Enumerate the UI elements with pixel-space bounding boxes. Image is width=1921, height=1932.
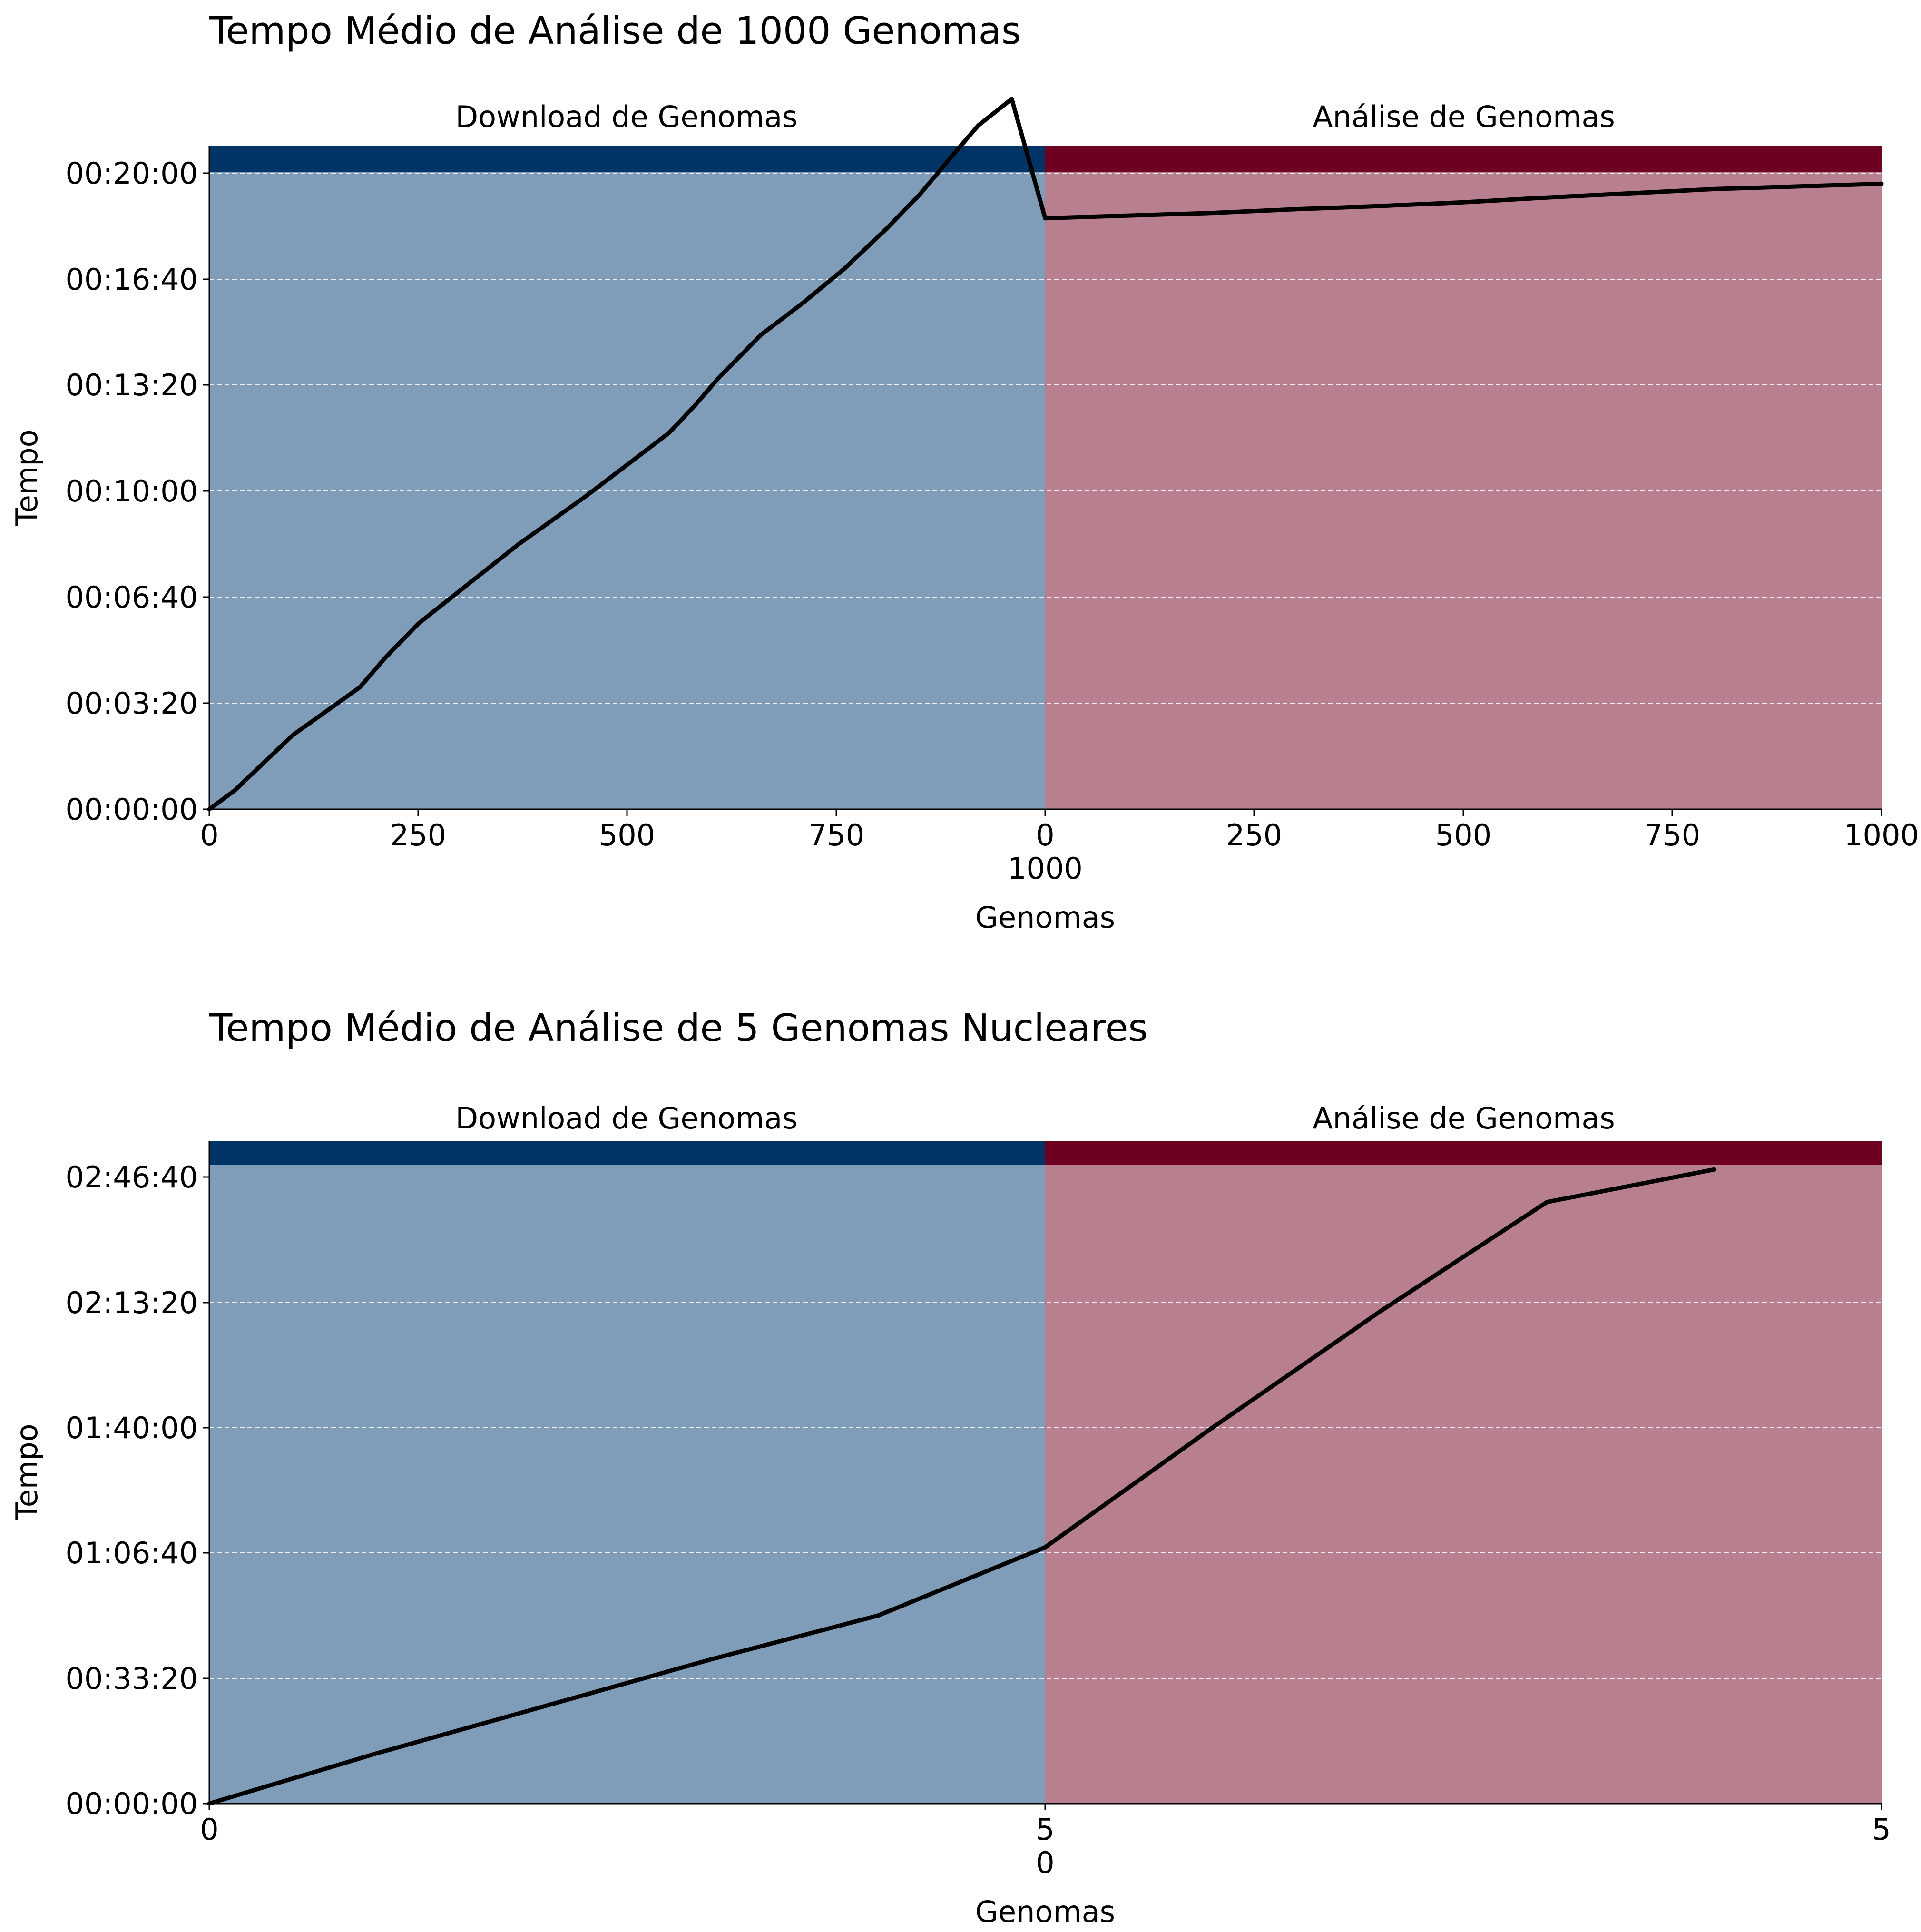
chart-5-genomas-nucleares: Tempo Médio de Análise de 5 Genomas Nucl… xyxy=(10,1006,1891,1929)
x-tick-label: 250 xyxy=(390,818,446,853)
download-band xyxy=(209,1141,1045,1165)
analysis-band xyxy=(1045,1141,1882,1165)
download-band xyxy=(209,146,1045,172)
analysis-region xyxy=(1045,1165,1882,1804)
x-axis-label: Genomas xyxy=(975,900,1115,935)
chart-1000-genomas: Tempo Médio de Análise de 1000 Genomas D… xyxy=(10,9,1919,935)
analysis-band xyxy=(1045,146,1882,172)
x-tick-label: 250 xyxy=(1226,818,1282,853)
x-tick-label: 5 xyxy=(1036,1812,1054,1847)
series-line-download xyxy=(207,1545,1048,1806)
x-tick-label: 750 xyxy=(1644,818,1700,853)
y-tick-label: 02:46:40 xyxy=(66,1160,198,1195)
y-tick-label: 00:00:00 xyxy=(66,792,198,827)
series-lines xyxy=(207,1167,1716,1806)
phase-label-download: Download de Genomas xyxy=(455,1101,797,1136)
y-tick-label: 00:03:20 xyxy=(66,686,198,721)
series-line-analysis xyxy=(1043,1167,1716,1550)
chart-title: Tempo Médio de Análise de 1000 Genomas xyxy=(209,9,1021,53)
download-region xyxy=(209,1165,1045,1804)
y-gridlines xyxy=(209,1177,1882,1679)
x-tick-label: 0 xyxy=(200,1812,218,1847)
x-tick-label: 0 xyxy=(1036,818,1054,853)
x-ticks: 0 250 500 750 0 250 500 750 1000 xyxy=(200,809,1919,853)
y-tick-label: 00:00:00 xyxy=(66,1786,198,1821)
x-tick-label: 750 xyxy=(808,818,864,853)
x-boundary-label: 1000 xyxy=(1008,851,1083,886)
y-axis-label: Tempo xyxy=(10,429,44,526)
x-ticks: 0 5 5 xyxy=(200,1804,1891,1847)
chart-title: Tempo Médio de Análise de 5 Genomas Nucl… xyxy=(209,1006,1148,1050)
y-tick-label: 00:06:40 xyxy=(66,580,198,615)
y-tick-label: 00:13:20 xyxy=(66,368,198,402)
y-tick-label: 01:40:00 xyxy=(66,1411,198,1445)
x-tick-label: 500 xyxy=(599,818,655,853)
series-line-download xyxy=(207,97,1048,812)
phase-label-analysis: Análise de Genomas xyxy=(1313,99,1615,134)
x-tick-label: 5 xyxy=(1872,1812,1891,1847)
y-tick-label: 00:33:20 xyxy=(66,1661,198,1696)
x-axis-label: Genomas xyxy=(975,1894,1115,1929)
series-line-analysis xyxy=(1043,181,1884,221)
y-ticks: 00:00:00 00:03:20 00:06:40 00:10:00 00:13:20… xyxy=(66,156,209,827)
y-gridlines xyxy=(209,173,1882,704)
y-axis-label: Tempo xyxy=(10,1423,44,1520)
series-lines xyxy=(207,97,1884,812)
y-ticks: 00:00:00 00:33:20 01:06:40 01:40:00 02:13:20… xyxy=(66,1160,209,1821)
phase-label-analysis: Análise de Genomas xyxy=(1313,1101,1615,1136)
x-tick-label: 0 xyxy=(200,818,218,853)
phase-label-download: Download de Genomas xyxy=(455,99,797,134)
y-tick-label: 00:20:00 xyxy=(66,156,198,191)
x-tick-label: 1000 xyxy=(1844,818,1919,853)
y-tick-label: 02:13:20 xyxy=(66,1285,198,1320)
x-tick-label: 500 xyxy=(1435,818,1491,853)
y-tick-label: 01:06:40 xyxy=(66,1536,198,1570)
x-boundary-label: 0 xyxy=(1036,1845,1054,1880)
y-tick-label: 00:16:40 xyxy=(66,262,198,297)
y-tick-label: 00:10:00 xyxy=(66,474,198,509)
